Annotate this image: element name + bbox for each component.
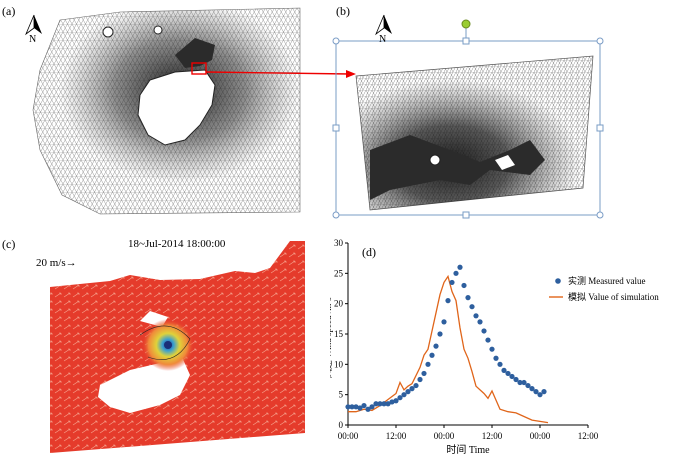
data-point-measured (465, 295, 471, 301)
panel-b-label: (b) (336, 4, 350, 18)
data-point-measured (473, 313, 479, 319)
panel-b: (b) N (330, 0, 700, 225)
data-point-measured (425, 361, 431, 367)
y-tick-label: 30 (334, 238, 344, 248)
data-point-measured (457, 264, 463, 270)
data-point-measured (525, 382, 531, 389)
data-point-measured (533, 389, 539, 395)
data-point-measured (485, 337, 491, 343)
y-tick-label: 15 (334, 329, 344, 339)
data-point-measured (481, 328, 487, 334)
y-tick-label: 0 (339, 420, 344, 430)
data-point-measured (405, 389, 411, 395)
x-tick-label: 00:00 (338, 431, 359, 441)
island-c (98, 357, 190, 413)
data-point-measured (541, 389, 547, 395)
island-a (137, 69, 216, 146)
panel-d-label: (d) (362, 245, 376, 259)
data-point-measured (489, 346, 495, 352)
series-line-simulation (348, 274, 549, 424)
data-point-measured (417, 376, 423, 383)
data-point-measured (537, 392, 543, 398)
land-b (370, 135, 545, 200)
north-arrow-icon (375, 14, 392, 36)
x-tick-label: 12:00 (482, 431, 503, 441)
wind-field-timestamp: 18~Jul-2014 18:00:00 (128, 238, 226, 250)
x-tick-label: 00:00 (434, 431, 455, 441)
data-point-measured (441, 319, 447, 325)
data-point-measured (433, 343, 439, 349)
data-point-measured (389, 399, 395, 405)
data-point-measured (377, 401, 383, 407)
data-point-measured (453, 270, 459, 276)
data-point-measured (373, 401, 379, 407)
legend-marker-measured (555, 278, 561, 284)
wind-speed-chart: 0 5 10 15 20 25 30 00:00 12:00 00:00 12:00 00:00 12:… (330, 238, 659, 456)
legend-label-simulation: 模拟 Value of simulation (568, 291, 659, 302)
data-point-measured (409, 386, 415, 392)
data-point-measured (413, 382, 419, 389)
data-point-measured (517, 379, 523, 386)
data-point-measured (357, 405, 363, 411)
resize-handles[interactable] (332, 37, 604, 219)
mesh-map-a (32, 7, 301, 215)
data-point-measured (361, 402, 367, 409)
north-arrow-icon (25, 14, 42, 36)
data-point-measured (477, 319, 483, 325)
data-point-measured (369, 404, 375, 410)
y-tick-label: 5 (339, 390, 344, 400)
data-point-measured (345, 404, 351, 410)
mesh-map-b (332, 19, 604, 219)
data-point-measured (509, 373, 515, 380)
x-axis-label: 时间 Time (446, 443, 490, 456)
data-point-measured (365, 406, 371, 412)
data-point-measured (469, 304, 475, 310)
data-point-measured (449, 279, 455, 286)
data-point-measured (501, 367, 507, 373)
data-point-measured (437, 331, 443, 337)
y-tick-label: 20 (334, 299, 344, 309)
north-arrow-a: N (24, 14, 44, 46)
data-point-measured (381, 401, 387, 407)
panel-d: (d) 0 5 10 15 20 25 30 00:00 12:00 00:00 12:00 00:0… (330, 235, 700, 469)
data-point-measured (461, 282, 467, 289)
rotate-handle[interactable] (461, 19, 471, 29)
data-point-measured (429, 352, 435, 358)
data-point-measured (349, 404, 355, 410)
data-point-measured (497, 361, 503, 367)
data-point-measured (505, 370, 511, 377)
data-point-measured (493, 355, 499, 361)
y-tick-label: 10 (334, 359, 344, 369)
panel-a: (a) N (0, 0, 330, 225)
panel-c-label: (c) (2, 237, 16, 251)
zoom-region-marker (191, 62, 207, 75)
north-arrow-b: N (374, 14, 394, 46)
wind-field-map (50, 241, 305, 453)
y-tick-label: 25 (334, 268, 344, 278)
north-label-a: N (29, 34, 37, 45)
data-point-measured (521, 379, 527, 386)
data-point-measured (445, 298, 451, 304)
wind-scale-label: 20 m/s→ (36, 257, 77, 269)
data-point-measured (401, 392, 407, 398)
data-point-measured (529, 386, 535, 392)
data-point-measured (353, 404, 359, 410)
x-tick-label: 00:00 (530, 431, 551, 441)
data-point-measured (421, 370, 427, 377)
x-tick-label: 12:00 (578, 431, 599, 441)
panel-c: (c) 18~Jul-2014 18:00:00 20 m/s→ (0, 235, 330, 469)
y-axis-label: 风速 Wind speed /m·s⁻¹ (330, 290, 333, 379)
panel-a-label: (a) (2, 4, 16, 18)
north-label-b: N (379, 34, 387, 45)
x-tick-label: 12:00 (386, 431, 407, 441)
legend-label-measured: 实测 Measured value (568, 275, 645, 286)
data-point-measured (393, 398, 399, 404)
data-point-measured (397, 395, 403, 401)
data-point-measured (385, 401, 391, 407)
data-point-measured (513, 376, 519, 383)
